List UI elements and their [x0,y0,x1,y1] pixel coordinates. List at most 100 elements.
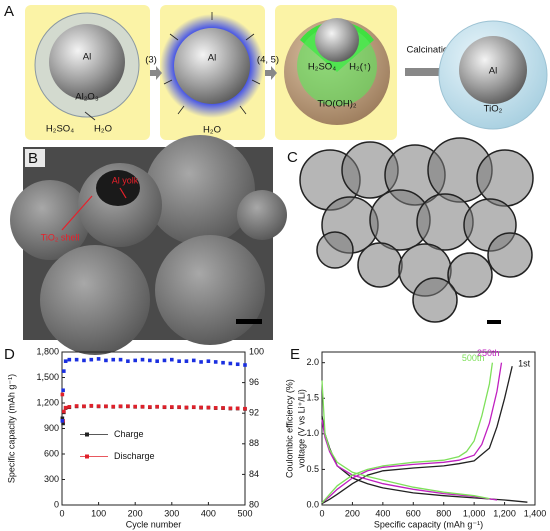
point [140,404,145,409]
panel-label: C [287,149,298,166]
core [459,36,527,104]
point [60,419,65,423]
y-tick-label: 1,800 [36,346,59,356]
legend-marker [85,432,89,437]
point [199,405,203,410]
y-tick-label: 0.5 [306,464,319,474]
y-axis-label: Specific capacity (mAh g⁻¹) [6,374,16,483]
x-tick-label: 1,200 [493,508,516,518]
x-tick-label: 500 [237,508,252,518]
core [315,18,359,62]
y-tick-label: 1,200 [36,397,59,407]
panel-label: A [4,3,14,20]
point [63,405,68,410]
point [67,357,72,362]
x-tick-label: 200 [128,508,143,518]
reagent-label: H₂SO₄ [46,124,74,135]
series-label: 500th [462,353,485,363]
point [96,404,101,408]
point [148,405,152,409]
x-tick-label: 0 [59,508,64,518]
x-tick-label: 0 [319,508,324,518]
point [221,406,225,410]
core [49,24,125,100]
point [177,405,181,409]
legend-marker [85,454,89,459]
point [82,358,86,363]
x-tick-label: 200 [345,508,360,518]
point [184,359,189,363]
annotation-arrow [119,187,127,199]
y2-tick-label: 96 [249,377,259,387]
label-box [25,149,45,167]
point [61,388,65,393]
product-label: H₂O [94,124,112,135]
reagent-label: H₂SO₄ [308,62,336,73]
point [243,363,247,367]
point [89,403,94,408]
point [133,404,137,409]
point [82,404,86,409]
panel-label: B [28,150,38,167]
point [63,359,68,363]
point [111,404,116,409]
point [170,357,174,362]
point [213,406,218,410]
core-label: Al [489,66,497,77]
point [104,358,108,363]
point [148,358,152,363]
curve [321,366,528,505]
point [104,404,108,409]
step-label: Calcination [407,45,454,56]
point [206,359,211,363]
point [228,406,233,411]
legend-label: Charge [114,429,144,439]
point [74,404,79,408]
point [191,358,196,363]
point [60,392,65,397]
y-tick-label: 1,500 [36,372,59,382]
point [111,357,116,362]
curve [321,362,494,504]
y2-axis-label: Coulombic efficiency (%) [284,379,294,478]
y-tick-label: 300 [44,474,59,484]
arrow [150,66,162,80]
core-label: Al [83,52,91,63]
x-tick-label: 400 [375,508,390,518]
point [235,362,240,367]
x-tick-label: 800 [436,508,451,518]
y-tick-label: 1.5 [306,393,319,403]
point [62,369,66,373]
y2-tick-label: 100 [249,346,264,356]
point [133,358,137,363]
y-tick-label: 600 [44,448,59,458]
point [162,405,167,409]
point [170,405,174,409]
point [118,357,123,362]
point [213,360,218,364]
point [61,421,65,426]
y-tick-label: 2.0 [306,357,319,367]
legend-label: Discharge [114,451,155,461]
curve [321,362,503,504]
annotation: TiO₂ shell [41,232,80,242]
annotation: Al yolk [112,175,139,185]
step-label: (4, 5) [257,55,279,66]
x-tick-label: 1,400 [524,508,547,518]
point [126,359,130,363]
y-tick-label: 0 [54,499,59,509]
x-tick-label: 400 [201,508,216,518]
scale-bar [236,319,262,324]
step-label: (3) [145,55,157,66]
point [235,406,240,411]
y2-tick-label: 84 [249,469,259,479]
point [191,405,196,409]
arrows [163,12,261,115]
arrow [405,63,450,81]
point [74,357,79,362]
gas-label: H₂(↑) [349,62,371,73]
y-axis-label: voltage (V vs Li⁺/Li) [296,389,306,468]
point [162,358,167,363]
